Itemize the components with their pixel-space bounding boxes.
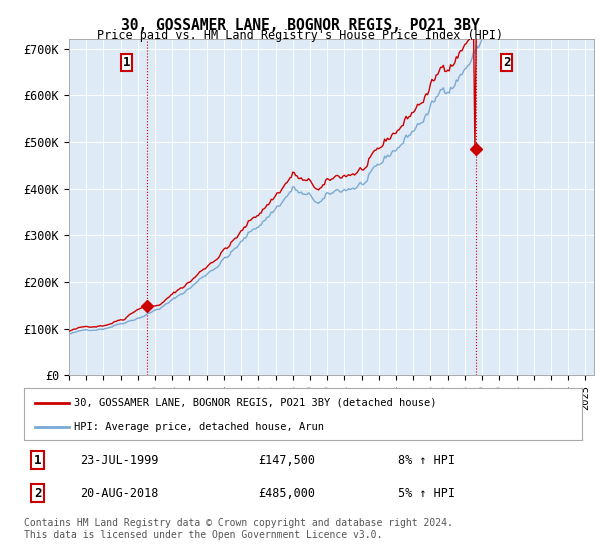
Text: 1: 1 — [123, 56, 130, 69]
Text: Price paid vs. HM Land Registry's House Price Index (HPI): Price paid vs. HM Land Registry's House … — [97, 29, 503, 42]
Text: 23-JUL-1999: 23-JUL-1999 — [80, 454, 158, 466]
Text: Contains HM Land Registry data © Crown copyright and database right 2024.
This d: Contains HM Land Registry data © Crown c… — [24, 518, 453, 540]
Text: £485,000: £485,000 — [259, 487, 316, 500]
Text: HPI: Average price, detached house, Arun: HPI: Average price, detached house, Arun — [74, 422, 324, 432]
Text: 30, GOSSAMER LANE, BOGNOR REGIS, PO21 3BY: 30, GOSSAMER LANE, BOGNOR REGIS, PO21 3B… — [121, 18, 479, 33]
Text: £147,500: £147,500 — [259, 454, 316, 466]
Text: 5% ↑ HPI: 5% ↑ HPI — [398, 487, 455, 500]
Text: 1: 1 — [34, 454, 42, 466]
Text: 20-AUG-2018: 20-AUG-2018 — [80, 487, 158, 500]
Text: 30, GOSSAMER LANE, BOGNOR REGIS, PO21 3BY (detached house): 30, GOSSAMER LANE, BOGNOR REGIS, PO21 3B… — [74, 398, 437, 408]
Text: 2: 2 — [503, 56, 511, 69]
Text: 8% ↑ HPI: 8% ↑ HPI — [398, 454, 455, 466]
Text: 2: 2 — [34, 487, 42, 500]
